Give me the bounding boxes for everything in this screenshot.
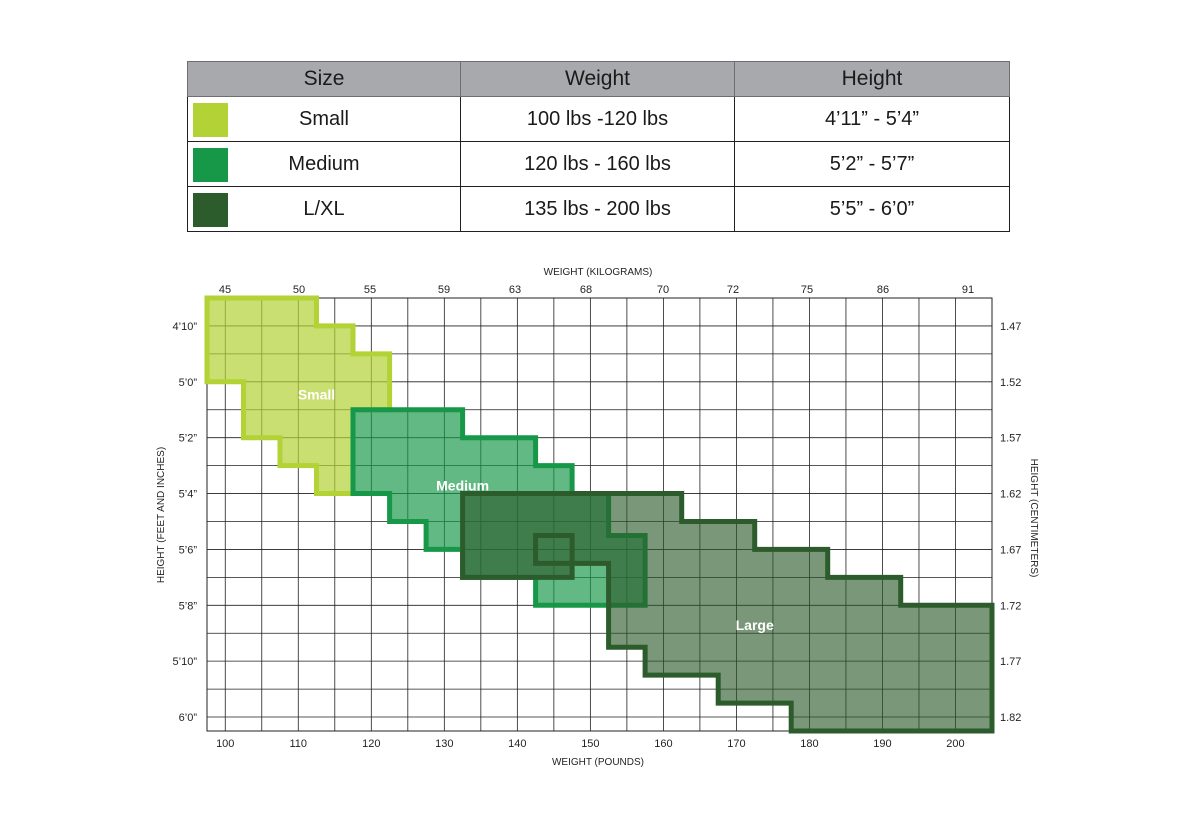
top-axis-title: WEIGHT (KILOGRAMS) bbox=[544, 267, 653, 278]
height-cell: 5’5” - 6’0” bbox=[734, 186, 1010, 232]
x-tick-kilograms: 59 bbox=[438, 284, 450, 296]
y-tick-feet: 5’2” bbox=[179, 433, 198, 445]
y-tick-centimeters: 1.62 bbox=[1000, 489, 1021, 501]
y-tick-centimeters: 1.47 bbox=[1000, 321, 1021, 333]
right-axis-title: HEIGHT (CENTIMETERS) bbox=[1028, 459, 1039, 578]
x-tick-kilograms: 75 bbox=[801, 284, 813, 296]
x-tick-kilograms: 91 bbox=[962, 284, 974, 296]
height-cell: 5’2” - 5’7” bbox=[734, 141, 1010, 187]
plot-border bbox=[206, 297, 993, 732]
small-swatch bbox=[193, 103, 228, 137]
y-tick-feet: 5’8” bbox=[179, 600, 198, 612]
y-tick-centimeters: 1.72 bbox=[1000, 600, 1021, 612]
x-tick-pounds: 140 bbox=[508, 738, 526, 750]
lxl-swatch bbox=[193, 193, 228, 227]
x-tick-pounds: 120 bbox=[362, 738, 380, 750]
size-cell: Medium bbox=[187, 141, 461, 187]
x-tick-kilograms: 86 bbox=[877, 284, 889, 296]
region-label-large: Large bbox=[736, 617, 774, 633]
size-label: L/XL bbox=[303, 197, 345, 220]
chart-regions: Small Medium Large bbox=[204, 295, 995, 734]
x-tick-pounds: 180 bbox=[800, 738, 818, 750]
y-tick-feet: 6’0” bbox=[179, 712, 198, 724]
x-tick-kilograms: 45 bbox=[219, 284, 231, 296]
x-tick-pounds: 170 bbox=[727, 738, 745, 750]
y-tick-feet: 4’10” bbox=[173, 321, 198, 333]
weight-cell: 135 lbs - 200 lbs bbox=[460, 186, 735, 232]
size-label: Small bbox=[298, 107, 349, 130]
x-tick-pounds: 150 bbox=[581, 738, 599, 750]
y-tick-centimeters: 1.67 bbox=[1000, 544, 1021, 556]
chart-ticks: 100 110 120 130 140 150 160 170 180 190 200 45 50 55 5… bbox=[173, 284, 1022, 750]
table-row-lxl: L/XL 135 lbs - 200 lbs 5’5” - 6’0” bbox=[187, 186, 1010, 232]
region-label-medium: Medium bbox=[436, 477, 489, 493]
x-tick-pounds: 110 bbox=[290, 738, 308, 750]
x-tick-pounds: 130 bbox=[435, 738, 453, 750]
y-tick-centimeters: 1.77 bbox=[1000, 656, 1021, 668]
table-row-medium: Medium 120 lbs - 160 lbs 5’2” - 5’7” bbox=[187, 141, 1010, 187]
y-tick-feet: 5’0” bbox=[179, 377, 198, 389]
x-tick-pounds: 100 bbox=[216, 738, 234, 750]
size-table: Size Weight Height Small 100 lbs -120 lb… bbox=[187, 61, 1010, 232]
x-tick-kilograms: 72 bbox=[727, 284, 739, 296]
x-tick-pounds: 200 bbox=[946, 738, 964, 750]
x-tick-kilograms: 63 bbox=[509, 284, 521, 296]
table-row-small: Small 100 lbs -120 lbs 4’11” - 5’4” bbox=[187, 96, 1010, 142]
x-tick-kilograms: 55 bbox=[364, 284, 376, 296]
table-header-row: Size Weight Height bbox=[187, 61, 1010, 97]
y-tick-feet: 5’6” bbox=[179, 544, 198, 556]
x-tick-pounds: 160 bbox=[654, 738, 672, 750]
size-cell: L/XL bbox=[187, 186, 461, 232]
x-tick-kilograms: 50 bbox=[293, 284, 305, 296]
y-tick-feet: 5’4” bbox=[179, 489, 198, 501]
y-tick-centimeters: 1.57 bbox=[1000, 433, 1021, 445]
x-tick-kilograms: 68 bbox=[580, 284, 592, 296]
region-large bbox=[460, 491, 995, 734]
y-tick-feet: 5’10” bbox=[173, 656, 198, 668]
y-tick-centimeters: 1.52 bbox=[1000, 377, 1021, 389]
medium-swatch bbox=[193, 148, 228, 182]
size-cell: Small bbox=[187, 96, 461, 142]
size-label: Medium bbox=[288, 152, 360, 175]
weight-cell: 120 lbs - 160 lbs bbox=[460, 141, 735, 187]
x-tick-pounds: 190 bbox=[873, 738, 891, 750]
bottom-axis-title: WEIGHT (POUNDS) bbox=[552, 757, 644, 768]
x-tick-kilograms: 70 bbox=[657, 284, 669, 296]
weight-cell: 100 lbs -120 lbs bbox=[460, 96, 735, 142]
height-cell: 4’11” - 5’4” bbox=[734, 96, 1010, 142]
left-axis-title: HEIGHT (FEET AND INCHES) bbox=[156, 447, 167, 583]
y-tick-centimeters: 1.82 bbox=[1000, 712, 1021, 724]
header-size: Size bbox=[187, 61, 461, 97]
region-label-small: Small bbox=[298, 386, 335, 402]
